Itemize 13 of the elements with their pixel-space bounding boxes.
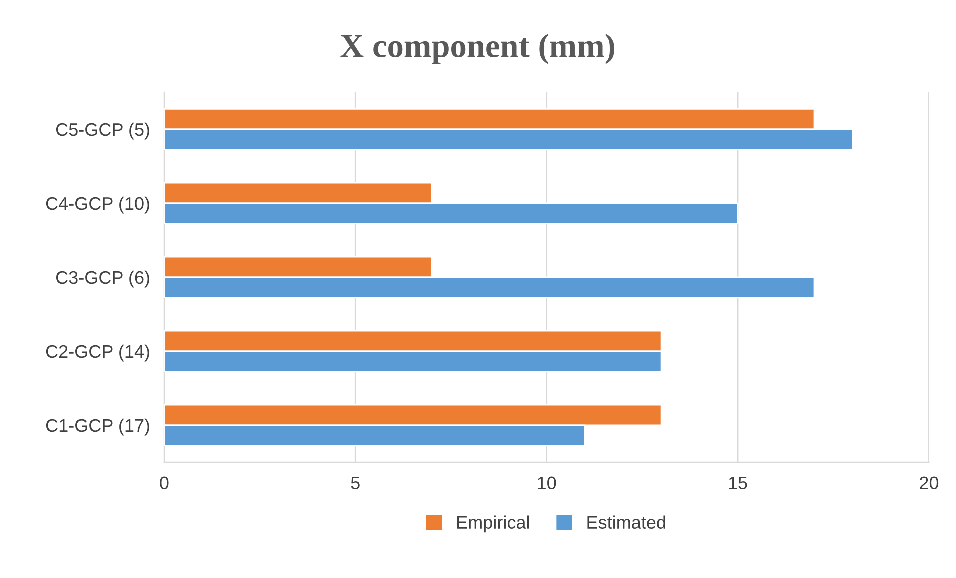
chart-title: X component (mm): [340, 34, 614, 64]
x-tick-label: 5: [351, 476, 360, 490]
legend-label: Empirical: [458, 516, 530, 533]
legend-label: Estimated: [588, 516, 666, 529]
y-tick-label: C4-GCP (10): [46, 196, 150, 214]
x-tick-label: 10: [538, 476, 556, 490]
x-tick-label: 0: [160, 476, 169, 490]
y-tick-label: C2-GCP (14): [46, 344, 150, 362]
y-tick-label: C1-GCP (17): [46, 418, 150, 436]
y-tick-label: C5-GCP (5): [56, 122, 150, 140]
y-tick-label: C3-GCP (6): [56, 270, 150, 288]
x-tick-label: 15: [729, 476, 748, 490]
x-tick-label: 20: [920, 476, 939, 490]
